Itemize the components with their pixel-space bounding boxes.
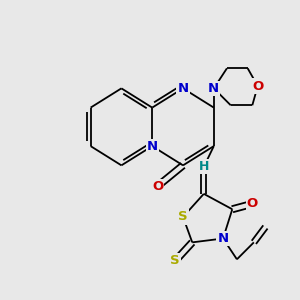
Text: S: S [170, 254, 180, 267]
Text: O: O [252, 80, 263, 92]
Text: O: O [152, 180, 163, 193]
Text: N: N [177, 82, 189, 95]
Text: N: N [218, 232, 229, 245]
Text: O: O [247, 197, 258, 210]
Text: H: H [199, 160, 209, 173]
Text: N: N [147, 140, 158, 153]
Text: S: S [178, 211, 188, 224]
Text: N: N [208, 82, 219, 95]
